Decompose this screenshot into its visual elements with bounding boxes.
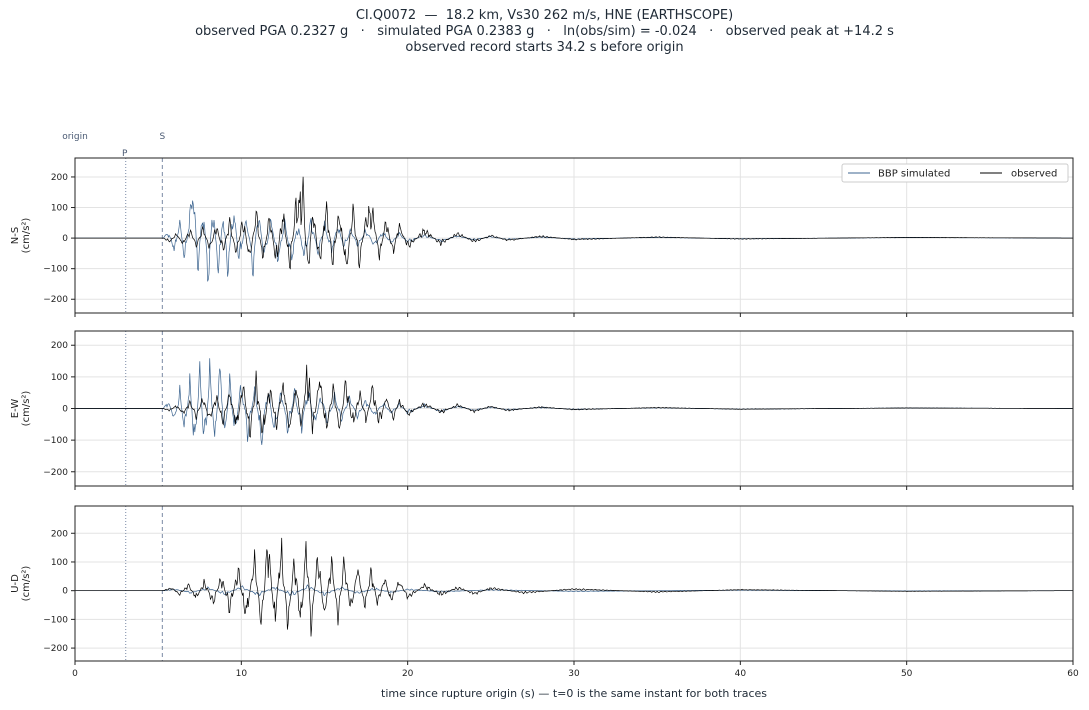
ytick-label-n-s: 100 — [51, 204, 68, 214]
title-line-1: CI.Q0072 — 18.2 km, Vs30 262 m/s, HNE (E… — [355, 8, 734, 23]
trace-layer — [74, 166, 1074, 653]
xtick-label: 40 — [735, 669, 747, 679]
ytick-label-n-s: −100 — [43, 265, 68, 275]
ytick-label-e-w: −100 — [43, 436, 68, 446]
ylabel-u-d: U-D — [10, 574, 21, 593]
phase-marker-layer — [125, 158, 163, 661]
observed-trace-e-w — [75, 364, 1073, 438]
observed-trace-u-d — [75, 537, 1073, 637]
title-line-3: observed record starts 34.2 s before ori… — [405, 40, 684, 55]
ytick-label-e-w: 100 — [51, 373, 68, 383]
origin-label: origin — [62, 132, 88, 142]
tick-layer: −200−1000100200−200−1000100200−200−10001… — [43, 173, 1079, 679]
legend-label-observed: observed — [1011, 169, 1057, 180]
ylabel-e-w: (cm/s²) — [21, 391, 32, 427]
title-line-2: observed PGA 0.2327 g · simulated PGA 0.… — [195, 24, 894, 39]
xtick-label: 0 — [72, 669, 78, 679]
xtick-label: 10 — [236, 669, 248, 679]
ytick-label-u-d: 0 — [62, 587, 68, 597]
xtick-label: 30 — [568, 669, 580, 679]
ytick-label-e-w: 200 — [51, 341, 68, 351]
chart-title-block: CI.Q0072 — 18.2 km, Vs30 262 m/s, HNE (E… — [0, 8, 1089, 56]
legend-box — [841, 163, 1069, 183]
legend: BBP simulated observed — [841, 163, 1069, 183]
xtick-label: 20 — [402, 669, 414, 679]
ytick-label-u-d: 100 — [51, 558, 68, 568]
ytick-label-e-w: 0 — [62, 405, 68, 415]
ytick-label-e-w: −200 — [43, 468, 68, 478]
observed-trace-n-s — [75, 176, 1073, 270]
ylabel-n-s: (cm/s²) — [21, 218, 32, 254]
s-label: S — [159, 132, 165, 142]
ytick-label-u-d: −200 — [43, 644, 68, 654]
legend-label-simulated: BBP simulated — [878, 169, 950, 180]
ytick-label-n-s: 0 — [62, 234, 68, 244]
xtick-label: 60 — [1067, 669, 1079, 679]
label-layer: N-S (cm/s²)E-W (cm/s²)U-D (cm/s²)originPSti… — [10, 132, 767, 700]
ytick-label-n-s: −200 — [43, 295, 68, 305]
ylabel-n-s: N-S — [10, 227, 21, 244]
ylabel-u-d: (cm/s²) — [21, 566, 32, 602]
x-axis-label: time since rupture origin (s) — t=0 is t… — [381, 687, 767, 700]
ytick-label-n-s: 200 — [51, 173, 68, 183]
ytick-label-u-d: −100 — [43, 615, 68, 625]
ytick-label-u-d: 200 — [51, 529, 68, 539]
xtick-label: 50 — [901, 669, 913, 679]
p-label: P — [122, 149, 128, 159]
ylabel-e-w: E-W — [10, 399, 21, 419]
